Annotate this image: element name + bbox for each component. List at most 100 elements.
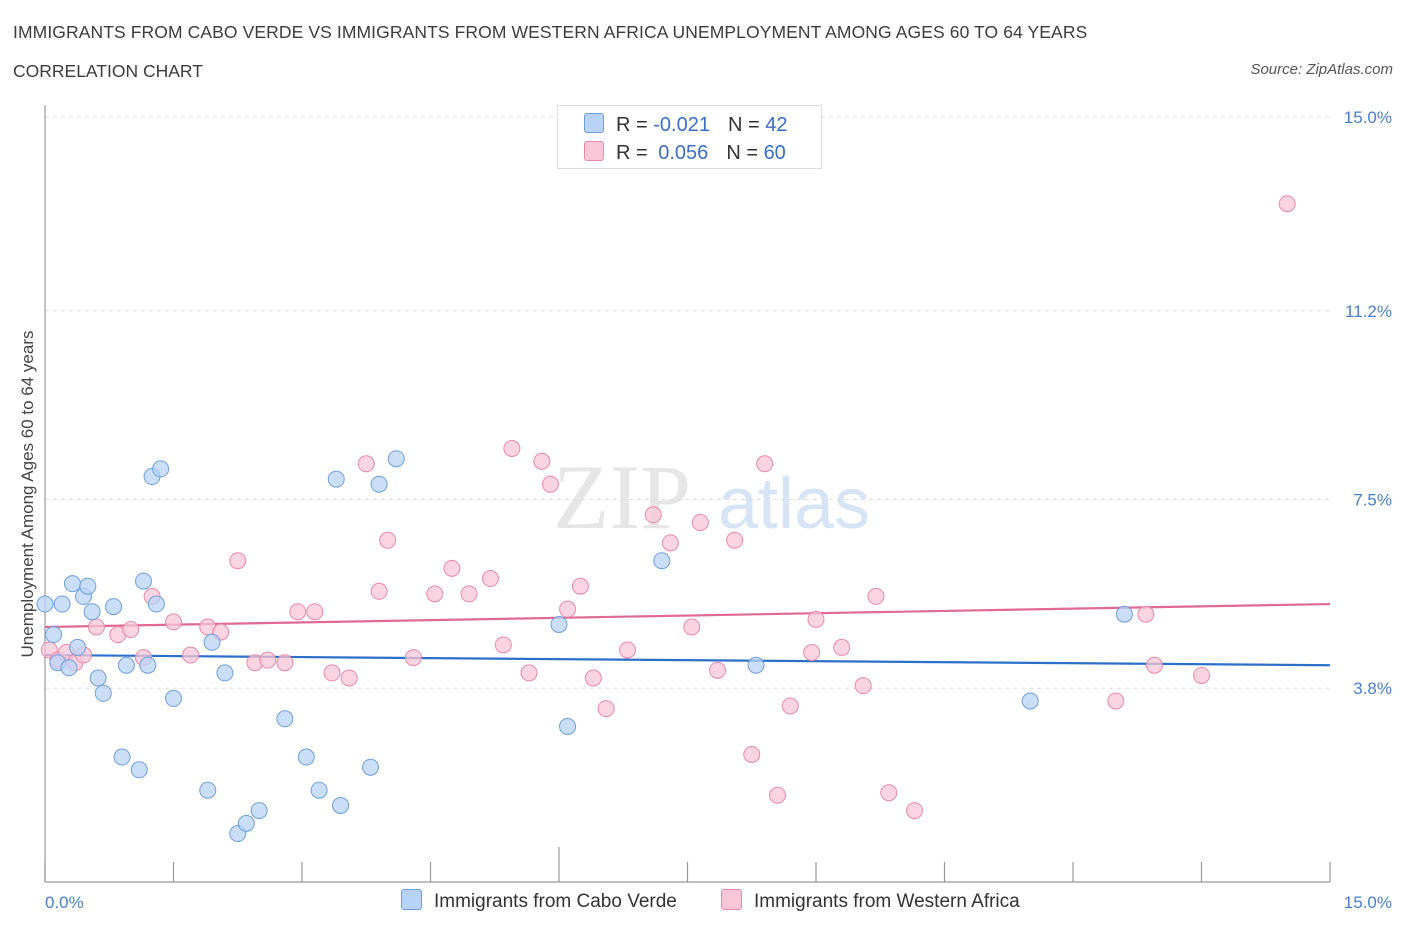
cabo-verde-point [130, 761, 148, 779]
western-africa-point [443, 559, 461, 577]
cabo-verde-trend-line [44, 653, 1331, 667]
cabo-verde-point [747, 656, 765, 674]
western-africa-point [619, 641, 637, 659]
cabo-verde-point [135, 572, 153, 590]
western-africa-point [683, 618, 701, 636]
cabo-verde-point [203, 633, 221, 651]
cabo-verde-point [199, 781, 217, 799]
x-tick-label: 0.0% [45, 893, 84, 912]
source-credit: Source: ZipAtlas.com [1250, 61, 1393, 78]
western-africa-point [182, 646, 200, 664]
western-africa-point [289, 603, 307, 621]
cabo-verde-point [147, 595, 165, 613]
cabo-verde-point [216, 664, 234, 682]
western-africa-point [571, 577, 589, 595]
western-africa-point [833, 638, 851, 656]
cabo-verde-point [79, 577, 97, 595]
western-africa-point [259, 651, 277, 669]
axes [44, 105, 1331, 883]
y-tick-label: 3.8% [1353, 679, 1392, 698]
western-africa-point [494, 636, 512, 654]
cabo-verde-point [1115, 605, 1133, 623]
series-legend-cabo-verde: Immigrants from Cabo Verde [401, 889, 677, 913]
western-africa-point [379, 531, 397, 549]
legend-swatch-blue [584, 113, 604, 133]
western-africa-point [306, 603, 324, 621]
legend-n-label: N = [727, 114, 766, 136]
watermark-zip: ZIP [553, 446, 691, 548]
cabo-verde-point [237, 814, 255, 832]
western-africa-point [803, 644, 821, 661]
gridlines [45, 116, 1330, 689]
cabo-verde-point [310, 781, 328, 799]
western-africa-point [520, 664, 538, 682]
western-africa-point [229, 552, 247, 570]
legend-n-value: 60 [763, 142, 786, 164]
western-africa-point [906, 802, 924, 820]
watermark: ZIP atlas [553, 446, 870, 548]
western-africa-point [644, 506, 662, 524]
western-africa-point [1137, 605, 1155, 623]
western-africa-point [807, 610, 825, 628]
western-africa-point [559, 600, 577, 618]
y-tick-label: 15.0% [1344, 108, 1392, 127]
western-africa-point [584, 669, 602, 687]
series-swatch-blue [401, 889, 422, 910]
legend-row-cabo-verde: R = -0.021 N = 42 [584, 113, 787, 137]
western-africa-point [533, 452, 551, 470]
legend-n-label: N = [726, 142, 764, 164]
cabo-verde-point [1021, 692, 1039, 710]
cabo-verde-point [105, 598, 123, 616]
legend-row-western-africa: R = 0.056 N = 60 [584, 141, 786, 165]
cabo-verde-point [63, 575, 81, 593]
y-axis-label: Unemployment Among Ages 60 to 64 years [18, 331, 37, 658]
cabo-verde-point [152, 460, 170, 478]
cabo-verde-point [89, 669, 107, 687]
cabo-verde-point [250, 802, 268, 820]
western-africa-point [756, 455, 774, 473]
cabo-verde-point [297, 748, 315, 766]
cabo-verde-point [83, 603, 101, 621]
chart-subtitle: CORRELATION CHART [13, 61, 203, 81]
cabo-verde-point [370, 475, 388, 493]
western-africa-point [426, 585, 444, 603]
cabo-verde-point [94, 684, 112, 702]
cabo-verde-point [139, 656, 157, 674]
western-africa-point [541, 475, 559, 493]
series-name-cabo-verde: Immigrants from Cabo Verde [434, 891, 677, 912]
cabo-verde-point [45, 626, 63, 644]
legend-r-value: -0.021 [653, 114, 710, 136]
western-africa-point [370, 582, 388, 600]
cabo-verde-point [69, 638, 87, 656]
legend-r-value: 0.056 [658, 142, 709, 164]
series-legend-western-africa: Immigrants from Western Africa [721, 889, 1020, 913]
western-africa-point [708, 661, 726, 679]
western-africa-point [357, 455, 375, 473]
cabo-verde-point [559, 717, 577, 735]
western-africa-point [768, 786, 786, 804]
series-swatch-pink [721, 889, 742, 910]
western-africa-point [743, 746, 761, 763]
tick-labels: 15.0% 11.2% 7.5% 3.8% 0.0% 15.0% [45, 108, 1392, 912]
western-africa-point [340, 669, 358, 687]
western-africa-point [122, 621, 140, 639]
cabo-verde-point [53, 595, 71, 613]
series-name-western-africa: Immigrants from Western Africa [754, 891, 1020, 912]
western-africa-point [404, 649, 422, 667]
legend-swatch-pink [584, 141, 604, 161]
western-africa-point [323, 664, 341, 682]
western-africa-point [1145, 656, 1163, 674]
cabo-verde-point [362, 758, 380, 776]
legend-r-label: R = [616, 114, 654, 136]
western-africa-point [781, 697, 799, 715]
western-africa-point [726, 531, 744, 549]
cabo-verde-point [113, 748, 131, 766]
western-africa-point [481, 570, 499, 588]
western-africa-point [1193, 666, 1210, 684]
cabo-verde-point [653, 552, 671, 570]
cabo-verde-point [117, 656, 135, 674]
western-africa-point [503, 440, 521, 457]
stats-legend: R = -0.021 N = 42 R = 0.056 N = 60 [557, 105, 822, 169]
trend-lines [44, 602, 1331, 667]
western-africa-point [854, 677, 872, 695]
